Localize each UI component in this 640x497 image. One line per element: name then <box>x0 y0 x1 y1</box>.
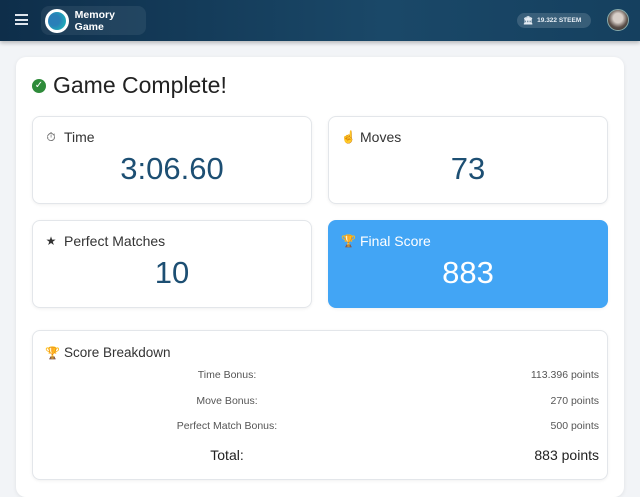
row-label: Time Bonus: <box>197 369 257 381</box>
stat-value: 3:06.60 <box>120 151 224 186</box>
stat-card-final-score: 🏆 Final Score 883 <box>328 220 608 308</box>
wallet-balance-badge[interactable]: 🏛 19.322 STEEM <box>517 13 591 28</box>
hand-pointer-icon: ☝ <box>341 130 356 144</box>
stopwatch-icon: ⏱ <box>46 129 56 144</box>
stat-label: Perfect Matches <box>64 233 166 249</box>
check-circle-icon: ✓ <box>32 78 46 93</box>
stat-value: 10 <box>154 255 190 290</box>
stat-card-time: ⏱ Time 3:06.60 <box>32 116 312 204</box>
brand-home-link[interactable]: Memory Game <box>41 6 146 35</box>
score-breakdown-card: 🏆 Score Breakdown Time Bonus: 113.396 poin… <box>32 330 608 480</box>
page-title: ✓ Game Complete! <box>32 72 227 99</box>
row-value: 500 points <box>550 420 599 432</box>
stat-label: Moves <box>360 129 402 145</box>
hamburger-menu-icon[interactable] <box>15 14 28 25</box>
row-label: Move Bonus: <box>196 395 258 407</box>
stat-label: Time <box>64 129 95 145</box>
stat-label: Final Score <box>360 233 431 249</box>
bank-icon: 🏛 <box>523 16 534 25</box>
stat-card-perfect-matches: ★ Perfect Matches 10 <box>32 220 312 308</box>
stat-value: 73 <box>450 151 486 186</box>
trophy-icon: 🏆 <box>45 345 60 360</box>
page-title-text: Game Complete! <box>53 72 227 98</box>
trophy-icon: 🏆 <box>341 234 356 248</box>
row-value: 270 points <box>550 395 599 407</box>
row-value: 113.396 points <box>530 369 599 381</box>
total-value: 883 points <box>534 447 599 463</box>
user-avatar[interactable] <box>607 9 629 31</box>
stat-card-moves: ☝ Moves 73 <box>328 116 608 204</box>
row-label: Perfect Match Bonus: <box>176 420 278 432</box>
total-label: Total: <box>210 447 244 463</box>
stat-value: 883 <box>442 255 494 290</box>
star-icon: ★ <box>45 234 57 248</box>
brain-logo-icon <box>45 8 69 33</box>
wallet-balance: 19.322 STEEM <box>537 17 582 24</box>
breakdown-title: Score Breakdown <box>64 345 171 360</box>
app-header: Memory Game 🏛 19.322 STEEM <box>0 0 640 41</box>
app-name: Memory Game <box>74 8 115 33</box>
